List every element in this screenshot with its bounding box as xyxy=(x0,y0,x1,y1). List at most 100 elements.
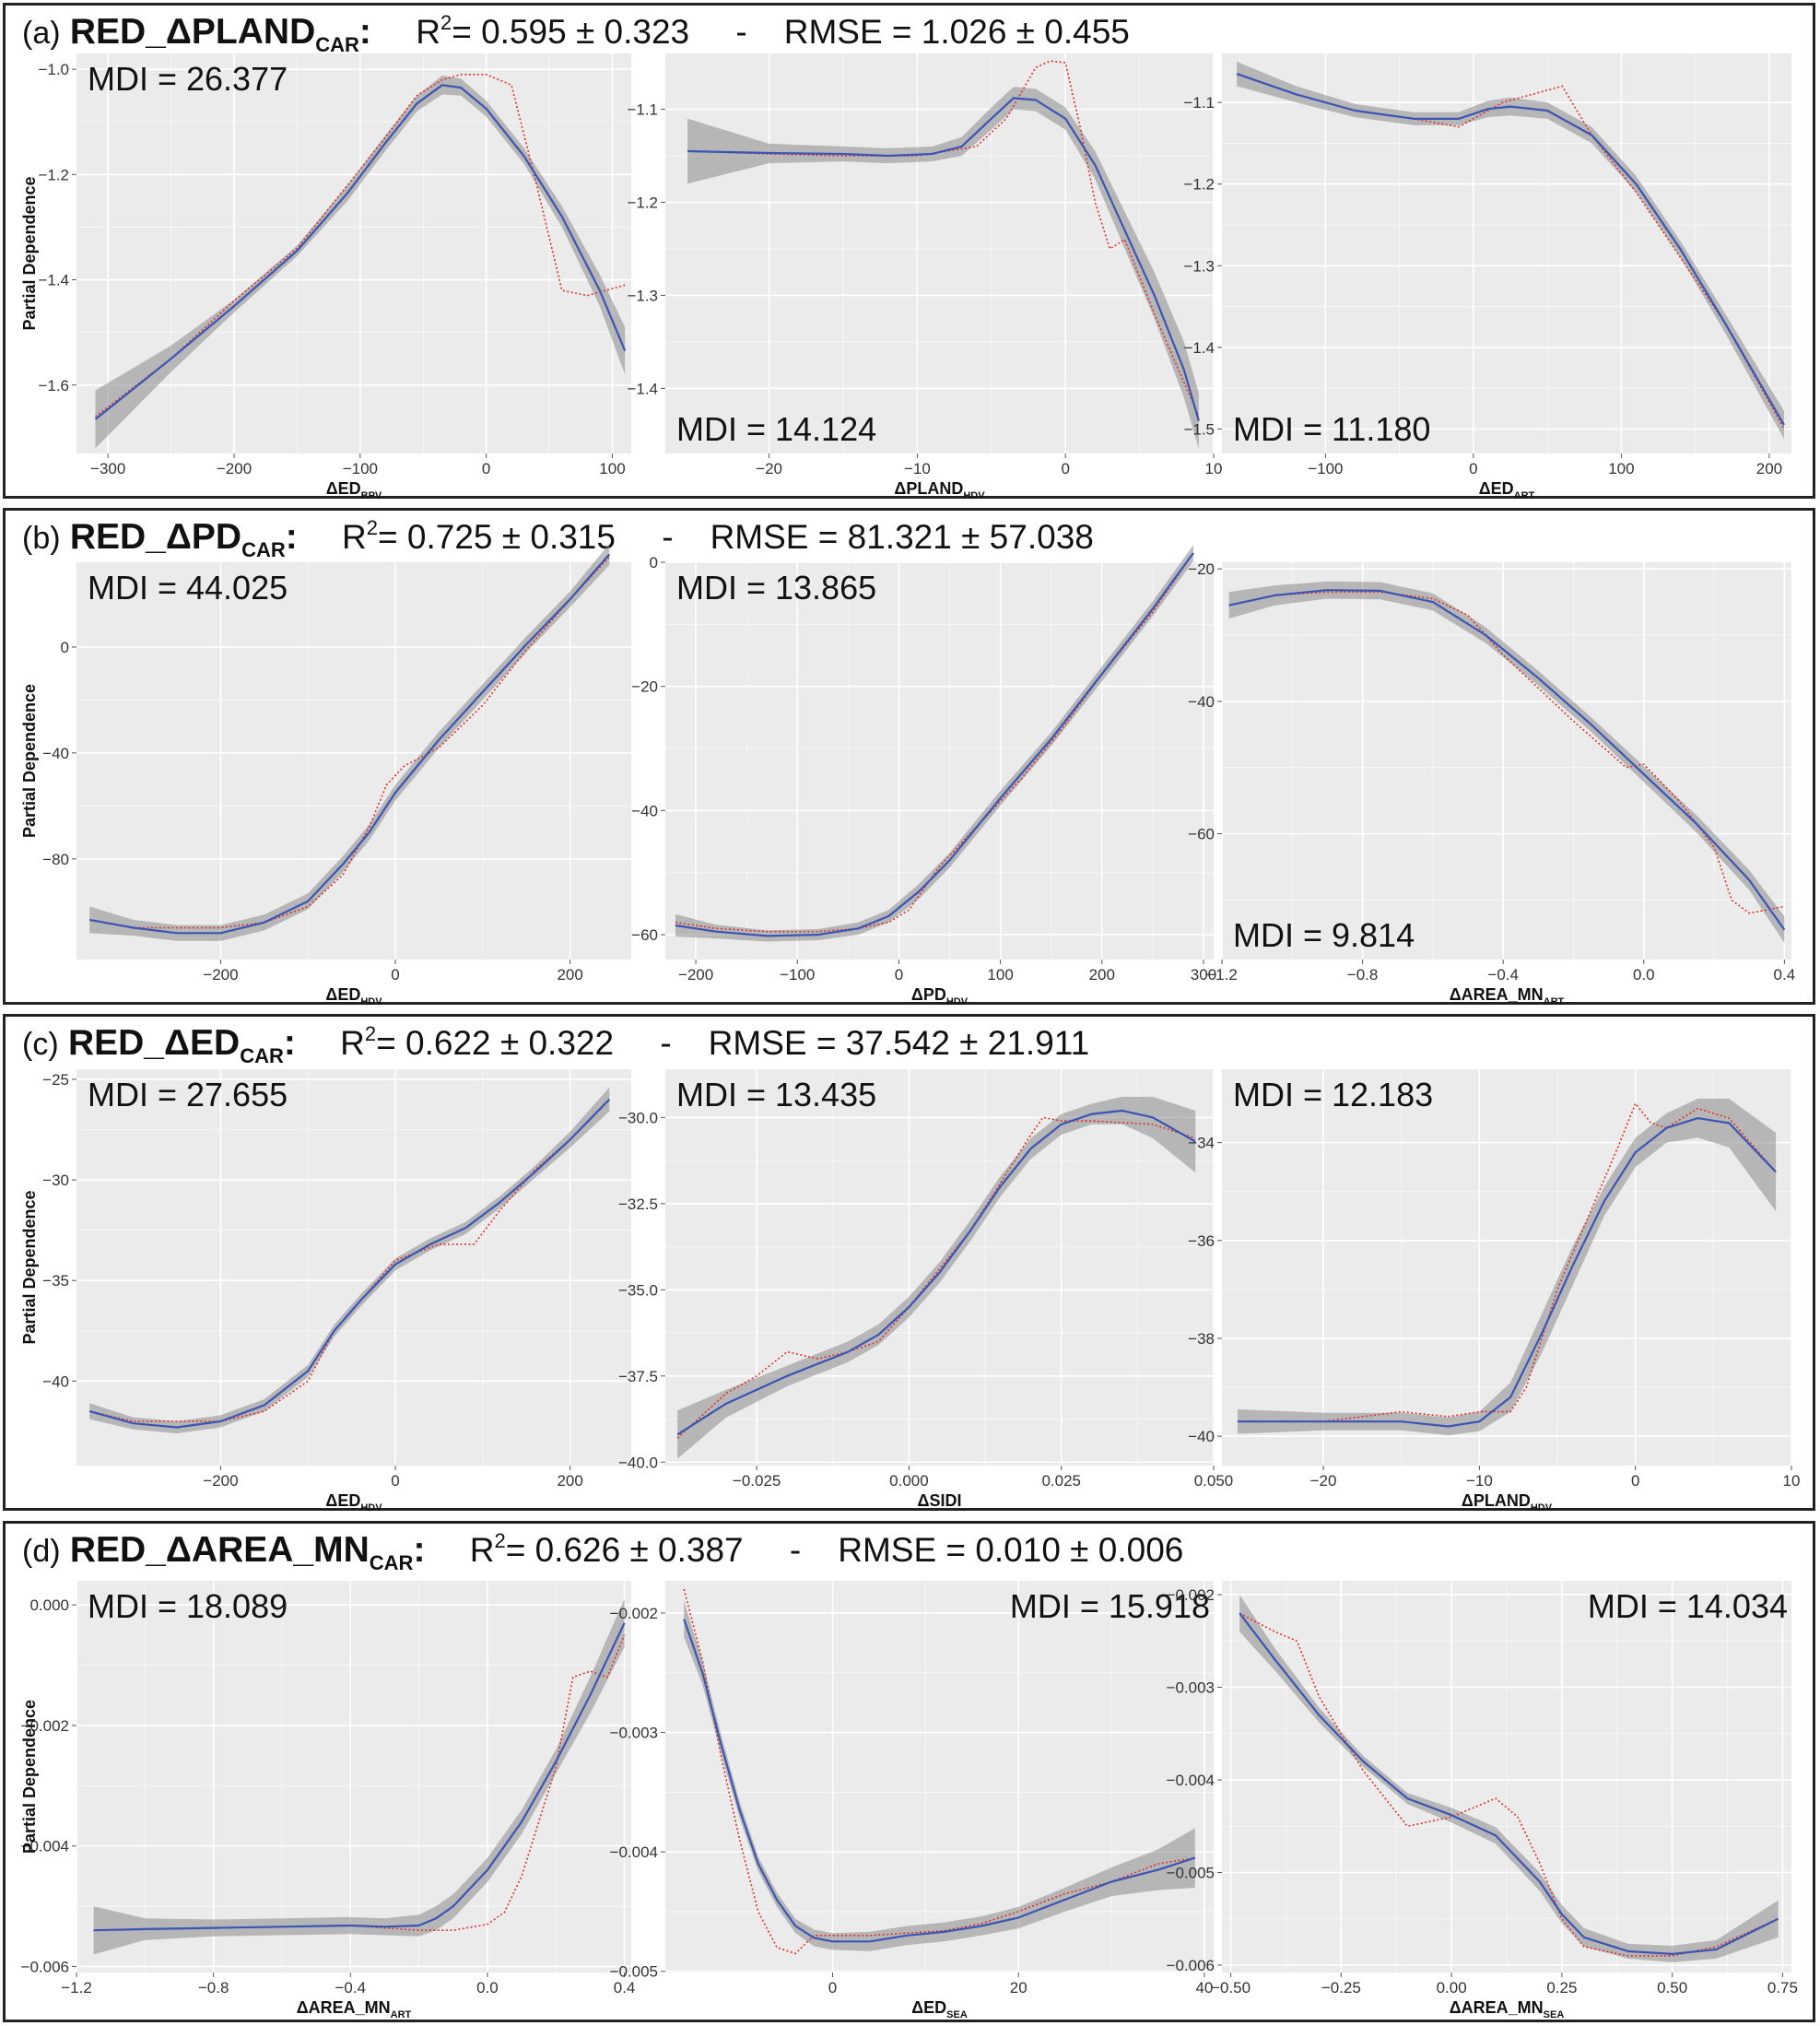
y-tick-label: −0.004 xyxy=(610,1843,658,1861)
pd-plot-8: −20 −10 0 10 −40 −38 −36 −34 ΔPLANDHDV MDI = 12.1… xyxy=(1188,1069,1800,1514)
y-tick-label: −40 xyxy=(631,802,658,819)
mdi-annotation: MDI = 14.034 xyxy=(1588,1587,1788,1625)
x-tick-label: 10 xyxy=(1783,1472,1801,1490)
confidence-band xyxy=(89,543,610,941)
x-tick-label: 20 xyxy=(1010,1979,1027,1997)
y-tick-label: −30.0 xyxy=(618,1109,658,1126)
y-tick-label: −1.2 xyxy=(1183,176,1215,194)
smoothed-trend-line xyxy=(94,84,627,420)
y-tick-label: −1.4 xyxy=(38,272,69,289)
response-name: RED_ΔEDCAR: xyxy=(67,1023,296,1067)
plot-background xyxy=(76,1069,631,1466)
y-tick-label: −0.006 xyxy=(21,1958,69,1975)
plot-background xyxy=(76,1581,631,1973)
plot-background xyxy=(1222,562,1791,960)
x-tick-label: −100 xyxy=(780,966,815,984)
mdi-annotation: MDI = 13.865 xyxy=(676,569,876,607)
x-tick-label: 40 xyxy=(1195,1979,1213,1997)
x-tick-label: −10 xyxy=(1466,1472,1493,1490)
smoothed-trend-line xyxy=(1239,1612,1779,1955)
x-tick-label: 0.25 xyxy=(1546,1979,1577,1997)
plot-background xyxy=(665,1581,1214,1973)
x-axis-label: ΔEDSEA xyxy=(911,1998,968,2020)
mdi-annotation: MDI = 9.814 xyxy=(1233,916,1415,954)
y-tick-label: −0.004 xyxy=(1167,1772,1215,1789)
y-tick-label: −40 xyxy=(1188,693,1215,711)
y-tick-label: −1.4 xyxy=(1183,339,1215,357)
y-tick-label: −0.002 xyxy=(1167,1586,1215,1604)
panel-d-title: (d) RED_ΔAREA_MNCAR: R2= 0.626 ± 0.387 -… xyxy=(22,1529,1184,1574)
rmse-value: RMSE = 0.010 ± 0.006 xyxy=(838,1531,1184,1569)
y-tick-label: −60 xyxy=(631,926,658,944)
panel-b-title: (b) RED_ΔPDCAR: R2= 0.725 ± 0.315 - RMSE … xyxy=(22,516,1094,561)
x-axis-label: ΔAREA_MNSEA xyxy=(1450,1998,1565,2020)
x-axis-label-subscript: ART xyxy=(1514,490,1535,501)
y-tick-label: −40 xyxy=(1188,1428,1215,1445)
x-tick-label: 0 xyxy=(1469,460,1477,477)
x-tick-label: 200 xyxy=(557,966,582,984)
y-tick-label: −37.5 xyxy=(618,1368,658,1385)
panel-label: (b) xyxy=(22,521,61,556)
smoothed-trend-line xyxy=(89,553,611,935)
panel-label: (a) xyxy=(22,16,61,51)
x-tick-label: −100 xyxy=(343,460,378,477)
pd-plot-2: −100 0 100 200 −1.5 −1.4 −1.3 −1.2 −1.1 ΔEDART MDI… xyxy=(1183,53,1791,501)
y-tick-label: −1.2 xyxy=(38,166,69,183)
mdi-annotation: MDI = 18.089 xyxy=(88,1587,288,1625)
raw-partial-dependence-line xyxy=(95,74,626,418)
x-tick-label: −300 xyxy=(90,460,125,477)
y-tick-label: −36 xyxy=(1188,1232,1215,1250)
smoothed-trend-line xyxy=(675,552,1194,937)
pd-plot-3: −200 0 200 −80 −40 0 ΔEDHDV Partial Dependence M… xyxy=(20,543,631,1007)
y-tick-label: −1.4 xyxy=(627,380,658,397)
x-tick-label: 200 xyxy=(557,1472,582,1490)
raw-partial-dependence-line xyxy=(1239,1612,1779,1957)
x-tick-label: −0.025 xyxy=(733,1472,781,1490)
pd-plot-1: −20 −10 0 10 −1.4 −1.3 −1.2 −1.1 ΔPLANDHDV MDI = … xyxy=(627,53,1222,501)
rmse-value: RMSE = 37.542 ± 21.911 xyxy=(708,1024,1090,1062)
raw-partial-dependence-line xyxy=(1237,1101,1777,1422)
x-tick-label: −0.25 xyxy=(1321,1979,1361,1997)
x-tick-label: 0.4 xyxy=(614,1979,636,1997)
mdi-annotation: MDI = 11.180 xyxy=(1233,410,1430,448)
pd-plot-9: −1.2 −0.8 −0.4 0.0 0.4 −0.006 −0.004 −0.002 0.00… xyxy=(20,1581,635,2020)
x-tick-label: −1.2 xyxy=(1206,966,1238,984)
pd-plot-7: −0.025 0.000 0.025 0.050 −40.0 −37.5 −35.0 −32.… xyxy=(618,1069,1233,1510)
x-tick-label: 0.50 xyxy=(1657,1979,1687,1997)
x-tick-label: −20 xyxy=(1310,1472,1337,1490)
pd-plot-11: −0.50 −0.25 0.00 0.25 0.50 0.75 −0.006 −0.005 −0… xyxy=(1167,1581,1798,2020)
x-axis-label: ΔPLANDHDV xyxy=(894,479,985,501)
x-tick-label: 0.75 xyxy=(1767,1979,1798,1997)
y-tick-label: −80 xyxy=(42,851,69,868)
y-tick-label: −30 xyxy=(42,1172,69,1189)
x-tick-label: −0.50 xyxy=(1211,1979,1251,1997)
y-tick-label: −0.002 xyxy=(610,1605,658,1622)
x-axis-label-subscript: SEA xyxy=(1544,2009,1565,2020)
raw-partial-dependence-line xyxy=(676,1116,1196,1439)
x-tick-label: 0 xyxy=(1061,460,1069,477)
y-tick-label: 0 xyxy=(650,554,658,571)
y-tick-label: −0.003 xyxy=(1167,1679,1215,1697)
panel-a-title: (a) RED_ΔPLANDCAR: R2= 0.595 ± 0.323 - RM… xyxy=(22,11,1130,56)
y-tick-label: −0.005 xyxy=(610,1963,658,1981)
smoothed-trend-line xyxy=(676,1109,1196,1436)
y-tick-label: −40 xyxy=(42,745,69,762)
pd-plot-10: 0 20 40 −0.005 −0.004 −0.003 −0.002 ΔEDSEA MDI =… xyxy=(610,1581,1214,2020)
x-tick-label: 10 xyxy=(1205,460,1223,477)
y-tick-label: −0.005 xyxy=(1167,1864,1215,1881)
x-tick-label: −200 xyxy=(203,966,238,984)
r2-value: = 0.626 ± 0.387 xyxy=(505,1531,744,1569)
x-tick-label: 100 xyxy=(599,460,625,477)
x-tick-label: −20 xyxy=(756,460,782,477)
x-tick-label: −10 xyxy=(904,460,931,477)
smoothed-trend-line xyxy=(1236,73,1785,426)
mdi-annotation: MDI = 15.918 xyxy=(1010,1587,1210,1625)
smoothed-trend-line xyxy=(88,1098,611,1429)
x-tick-label: −100 xyxy=(1308,460,1343,477)
x-tick-label: 0 xyxy=(1631,1472,1639,1490)
plot-background xyxy=(76,53,631,453)
x-tick-label: 200 xyxy=(1756,460,1782,477)
y-tick-label: −1.5 xyxy=(1183,420,1215,438)
mdi-annotation: MDI = 26.377 xyxy=(88,60,288,98)
